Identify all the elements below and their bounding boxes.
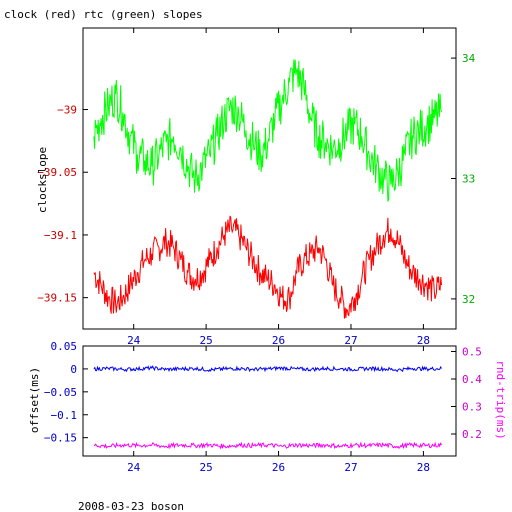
y-tick-label: −39.1 (44, 229, 77, 242)
y-tick-label: 0 (70, 363, 77, 376)
y2-tick-label: 0.2 (462, 428, 482, 441)
x-tick-label: 28 (417, 334, 430, 347)
y-tick-label: −39.15 (37, 292, 77, 305)
y2-tick-label: 0.5 (462, 346, 482, 359)
series-line-clock (93, 215, 442, 319)
top-ticks-group: 24 25 26 27 28 −39 −39.05 −39.1 −39.15 32 33 34 (37, 28, 476, 347)
y-tick-label: −0.1 (51, 409, 78, 422)
footer-label: 2008-03-23 boson (78, 500, 184, 512)
x-tick-label: 25 (200, 461, 213, 474)
top-y-axis-label: clockslope (36, 147, 49, 213)
top-panel: 24 25 26 27 28 −39 −39.05 −39.1 −39.15 32 33 34 clo… (36, 27, 476, 347)
x-tick-label: 27 (344, 461, 357, 474)
y-tick-label: 0.05 (51, 340, 78, 353)
bottom-panel: 24 25 26 27 28 0.05 0 −0.05 −0.1 −0.15 0.5 0.4 0.3 0.… (28, 340, 507, 474)
bottom-y-axis-label: offset(ms) (28, 367, 41, 433)
y-tick-label: −39 (57, 104, 77, 117)
y-tick-label: −0.05 (44, 386, 77, 399)
y2-tick-label: 0.3 (462, 401, 482, 414)
series-line-offset (93, 365, 442, 373)
top-series-group (93, 59, 442, 319)
y2-tick-label: 0.4 (462, 373, 482, 386)
chart-title: clock (red) rtc (green) slopes (4, 8, 203, 21)
bottom-plot-frame (82, 345, 457, 457)
y2-tick-label: 33 (462, 173, 475, 186)
y2-tick-label: 34 (462, 52, 476, 65)
x-tick-label: 26 (272, 334, 285, 347)
series-line-rtc (93, 59, 442, 203)
x-tick-label: 25 (200, 334, 213, 347)
bottom-y2-axis-label: rnd-trip(ms) (494, 360, 507, 439)
x-tick-label: 28 (417, 461, 430, 474)
bottom-series-group (93, 365, 442, 450)
x-tick-label: 24 (127, 461, 141, 474)
x-tick-label: 27 (344, 334, 357, 347)
x-tick-label: 24 (127, 334, 141, 347)
y-tick-label: −39.05 (37, 166, 77, 179)
y-tick-label: −0.15 (44, 432, 77, 445)
y2-tick-label: 32 (462, 293, 475, 306)
bottom-ticks-group: 24 25 26 27 28 0.05 0 −0.05 −0.1 −0.15 0.5 0.4 0.3 0.… (44, 340, 482, 474)
series-line-rnd-trip (93, 441, 442, 450)
x-tick-label: 26 (272, 461, 285, 474)
